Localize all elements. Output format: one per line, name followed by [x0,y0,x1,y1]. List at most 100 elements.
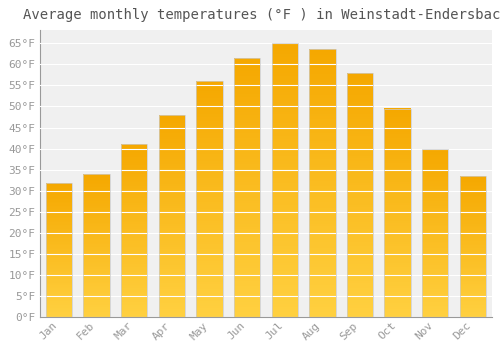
Bar [422,246,448,248]
Bar [272,246,298,249]
Bar [272,139,298,142]
Bar [196,313,222,315]
Bar [347,261,373,264]
Bar [158,259,185,261]
Bar [196,301,222,303]
Bar [158,255,185,257]
Bar [234,188,260,190]
Bar [158,194,185,196]
Bar [384,248,411,251]
Bar [347,219,373,222]
Bar [309,264,336,267]
Bar [460,265,486,267]
Bar [422,177,448,179]
Bar [347,94,373,97]
Bar [309,52,336,55]
Bar [460,262,486,264]
Bar [196,239,222,242]
Bar [272,235,298,238]
Bar [272,90,298,92]
Bar [384,123,411,125]
Bar [272,153,298,156]
Bar [234,159,260,162]
Bar [121,148,148,149]
Bar [272,309,298,312]
Bar [347,227,373,229]
Bar [422,228,448,230]
Bar [272,197,298,199]
Bar [309,125,336,127]
Bar [196,296,222,299]
Bar [121,267,148,269]
Bar [121,285,148,286]
Bar [84,230,110,231]
Bar [84,238,110,240]
Bar [272,307,298,309]
Bar [84,184,110,186]
Bar [384,309,411,311]
Bar [309,79,336,82]
Bar [347,97,373,100]
Bar [347,166,373,168]
Bar [46,199,72,201]
Bar [158,166,185,168]
Bar [196,287,222,289]
Bar [384,190,411,192]
Bar [46,230,72,232]
Bar [309,82,336,84]
Bar [272,54,298,57]
Bar [196,128,222,131]
Bar [422,253,448,255]
Bar [158,313,185,315]
Bar [272,279,298,282]
Bar [347,246,373,249]
Bar [121,163,148,165]
Bar [460,254,486,255]
Bar [384,251,411,253]
Bar [46,304,72,306]
Bar [460,259,486,261]
Bar [196,292,222,294]
Bar [196,188,222,190]
Bar [460,296,486,298]
Bar [196,244,222,247]
Bar [422,272,448,274]
Bar [84,285,110,286]
Bar [234,94,260,97]
Bar [460,179,486,180]
Bar [84,251,110,253]
Bar [460,284,486,285]
Bar [347,268,373,271]
Bar [309,299,336,301]
Bar [121,303,148,306]
Bar [234,97,260,99]
Bar [121,202,148,203]
Bar [460,268,486,270]
Bar [347,251,373,254]
Bar [196,237,222,239]
Bar [460,217,486,218]
Bar [84,310,110,312]
Bar [84,241,110,243]
Bar [196,117,222,119]
Bar [46,234,72,236]
Bar [234,219,260,222]
Bar [422,252,448,253]
Bar [384,119,411,121]
Bar [234,307,260,310]
Bar [121,260,148,262]
Bar [384,282,411,284]
Bar [196,303,222,306]
Bar [272,155,298,158]
Bar [384,225,411,228]
Bar [309,191,336,194]
Bar [46,190,72,191]
Bar [384,313,411,315]
Bar [46,252,72,253]
Bar [158,312,185,314]
Bar [422,186,448,188]
Bar [84,214,110,216]
Bar [234,234,260,237]
Bar [46,246,72,248]
Bar [309,175,336,178]
